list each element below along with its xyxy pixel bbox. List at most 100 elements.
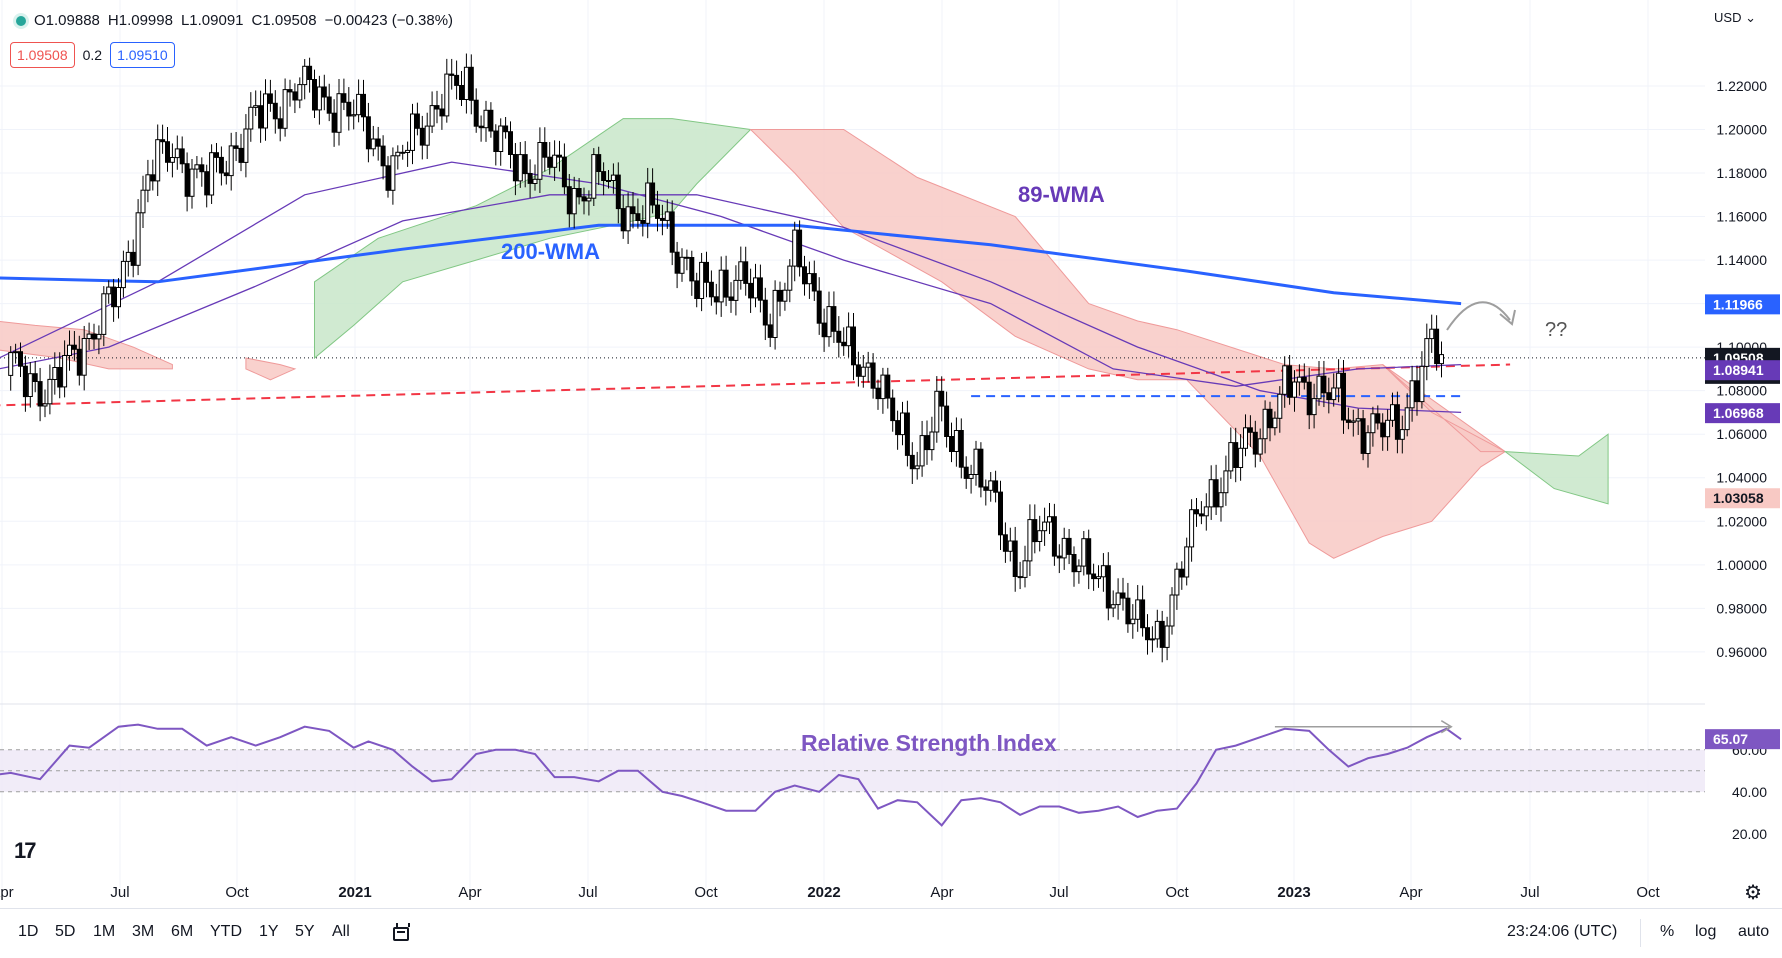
time-tick-label: Jul: [578, 884, 597, 901]
candle-body: [630, 206, 636, 215]
ichimoku-cloud-bear-1: [245, 357, 297, 381]
wma-short-line: [0, 161, 1462, 387]
timeframe-1m[interactable]: 1M: [93, 923, 116, 940]
auto-scale-toggle[interactable]: auto: [1738, 923, 1770, 940]
candle-body: [116, 287, 121, 308]
annotation-89-wma: 89-WMA: [1018, 182, 1105, 207]
candle-body: [1370, 413, 1376, 434]
candle-body: [944, 405, 950, 438]
candle-body: [855, 364, 861, 377]
candle-body: [1287, 365, 1293, 398]
candle-body: [831, 306, 837, 332]
candle-body: [1159, 620, 1165, 648]
candle-body: [37, 381, 43, 407]
candle-body: [336, 93, 342, 133]
candle-body: [194, 164, 200, 170]
candle-body: [1223, 470, 1229, 494]
rsi-tick-label: 20.00: [1732, 826, 1767, 842]
candle-body: [1429, 328, 1435, 340]
candle-body: [811, 273, 817, 292]
candle-body: [890, 397, 896, 422]
candle-body: [111, 286, 117, 308]
candle-body: [968, 474, 974, 479]
candle-body: [62, 355, 68, 388]
candle-body: [1434, 328, 1440, 365]
candle-body: [934, 390, 940, 433]
timeframe-6m[interactable]: 6M: [171, 923, 194, 940]
candle-body: [468, 66, 474, 101]
price-tick-label: 1.16000: [1716, 209, 1767, 225]
annotation-200-wma: 200-WMA: [501, 239, 600, 264]
ichimoku-cloud-bear-3: [749, 129, 1507, 559]
buy-price-button[interactable]: 1.09510: [110, 42, 175, 68]
candle-body: [601, 171, 607, 182]
candle-body: [674, 251, 680, 274]
price-label: 1.11966: [1713, 296, 1763, 312]
timeframe-5d[interactable]: 5D: [55, 923, 76, 940]
candle-body: [939, 390, 945, 407]
candle-body: [1012, 540, 1018, 577]
candle-body: [47, 378, 53, 405]
timeframe-1y[interactable]: 1Y: [259, 923, 279, 940]
candle-body: [1345, 419, 1351, 423]
tradingview-logo-icon[interactable]: 17: [14, 838, 37, 863]
bottom-toolbar: 1D 5D 1M 3M 6M YTD 1Y 5Y All 23:24:06 (U…: [0, 908, 1782, 958]
candle-body: [998, 491, 1003, 536]
candle-body: [1316, 375, 1322, 400]
candle-body: [96, 333, 102, 340]
candle-body: [1110, 604, 1116, 609]
rsi-line: [0, 723, 1462, 827]
percent-scale-toggle[interactable]: %: [1660, 923, 1675, 940]
candle-body: [1208, 479, 1214, 508]
ohlc-close: C1.09508: [251, 12, 317, 29]
log-scale-toggle[interactable]: log: [1695, 923, 1717, 940]
candle-body: [508, 131, 513, 155]
candle-body: [272, 102, 278, 120]
candle-body: [503, 125, 509, 133]
rsi-band: [0, 749, 1705, 792]
candle-body: [321, 86, 327, 98]
candle-body: [410, 113, 415, 151]
candle-body: [792, 229, 798, 267]
timeframe-1d[interactable]: 1D: [18, 923, 39, 940]
candle-body: [787, 265, 793, 291]
candle-body: [625, 206, 631, 232]
clock-time[interactable]: 23:24:06 (UTC): [1507, 923, 1618, 940]
calendar-range-icon[interactable]: [393, 923, 410, 941]
candle-body: [846, 326, 852, 347]
candle-body: [1032, 519, 1038, 543]
timeframe-5y[interactable]: 5Y: [295, 923, 315, 940]
candle-body: [909, 454, 915, 470]
ohlc-change: −0.00423 (−0.38%): [324, 12, 454, 29]
candle-body: [635, 213, 641, 221]
candle-body: [816, 290, 822, 324]
candle-body: [351, 114, 357, 117]
candle-body: [949, 436, 954, 452]
currency-selector[interactable]: USD ⌄: [1714, 10, 1756, 26]
candle-body: [547, 156, 553, 168]
candle-body: [1007, 540, 1013, 552]
sell-price-button[interactable]: 1.09508: [10, 42, 75, 68]
timeframe-all[interactable]: All: [332, 923, 350, 940]
candle-body: [405, 149, 411, 153]
gear-icon[interactable]: ⚙: [1744, 882, 1762, 904]
price-label-bg: [1705, 403, 1780, 424]
candle-body: [155, 139, 161, 182]
candle-body: [860, 366, 866, 377]
candle-body: [1252, 431, 1258, 455]
candle-body: [655, 204, 660, 219]
candle-body: [1296, 376, 1302, 383]
timeframe-ytd[interactable]: YTD: [210, 923, 242, 940]
candle-body: [1076, 565, 1082, 573]
candle-body: [1272, 417, 1278, 429]
timeframe-3m[interactable]: 3M: [132, 923, 155, 940]
candle-body: [81, 338, 87, 376]
candle-body: [542, 142, 548, 158]
candle-body: [346, 101, 352, 117]
candle-body: [76, 348, 82, 376]
candle-body: [1179, 568, 1185, 578]
candle-body: [1267, 408, 1273, 429]
candle-body: [1394, 404, 1400, 440]
candle-body: [581, 196, 587, 202]
